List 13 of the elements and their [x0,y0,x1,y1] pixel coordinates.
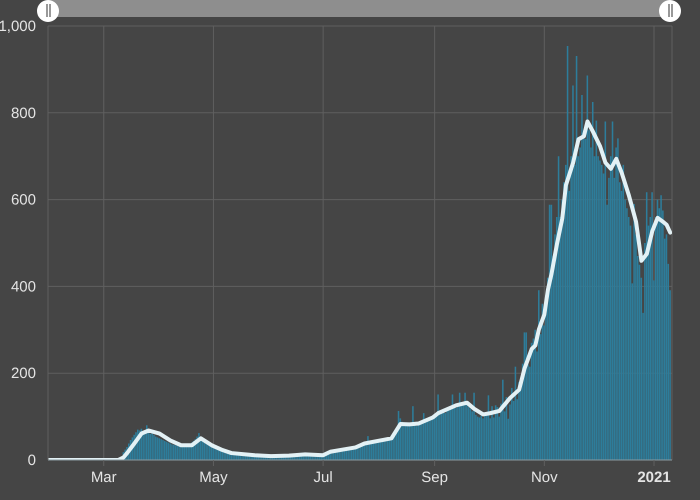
y-tick-label: 1,000 [0,18,36,35]
line-series [48,119,672,460]
y-tick-label: 600 [10,192,36,209]
x-tick-label: Nov [530,469,558,486]
y-tick-label: 400 [10,278,36,296]
y-tick-label: 800 [10,104,36,122]
y-tick-label: 0 [28,452,36,469]
x-tick-label: Sep [421,469,448,486]
x-tick-label: May [199,469,228,486]
x-tick-label: 2021 [637,469,671,486]
x-tick-label: Jul [314,469,333,486]
x-tick-label: Mar [90,469,117,486]
y-tick-label: 200 [10,365,36,382]
